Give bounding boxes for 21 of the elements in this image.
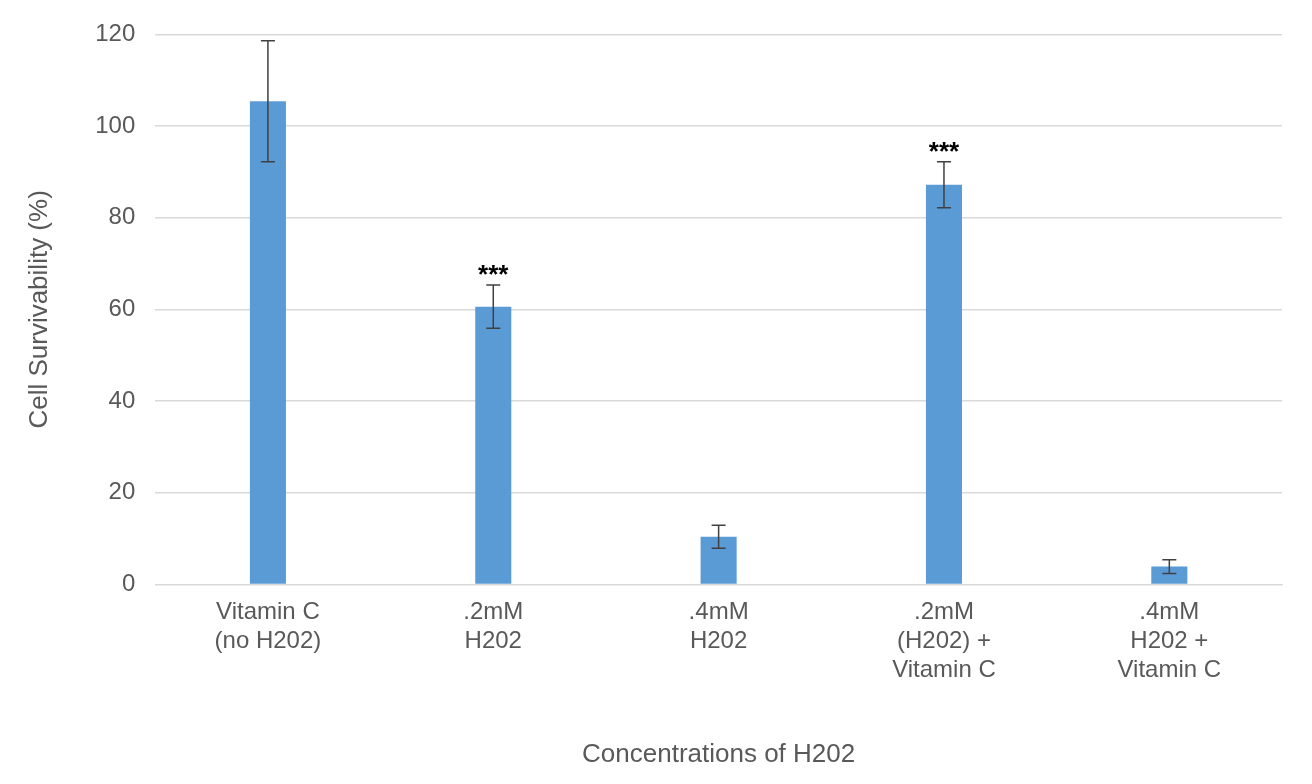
x-tick-label: .4mM H202 + Vitamin C xyxy=(1117,597,1222,683)
bar xyxy=(1151,566,1188,584)
y-tick-label: 80 xyxy=(108,202,136,230)
x-tick-label: .2mM H202 xyxy=(463,597,524,654)
x-axis-title: Concentrations of H202 xyxy=(582,737,856,768)
y-tick-label: 120 xyxy=(95,19,136,47)
y-tick-label: 60 xyxy=(108,294,136,322)
bar xyxy=(475,306,512,584)
y-tick-label: 40 xyxy=(108,385,136,413)
x-tick-label: .2mM (H202) + Vitamin C xyxy=(892,597,996,683)
y-tick-label: 0 xyxy=(121,569,136,597)
y-tick-label: 100 xyxy=(95,110,136,138)
bar xyxy=(925,184,962,584)
bar xyxy=(700,536,737,584)
annotation: *** xyxy=(928,135,961,166)
x-tick-label: Vitamin C (no H202) xyxy=(214,597,322,654)
y-axis-title: Cell Survivability (%) xyxy=(22,190,53,429)
y-tick-label: 20 xyxy=(108,477,136,505)
annotation: *** xyxy=(478,258,510,289)
x-tick-label: .4mM H202 xyxy=(688,597,749,654)
bar xyxy=(249,101,286,584)
